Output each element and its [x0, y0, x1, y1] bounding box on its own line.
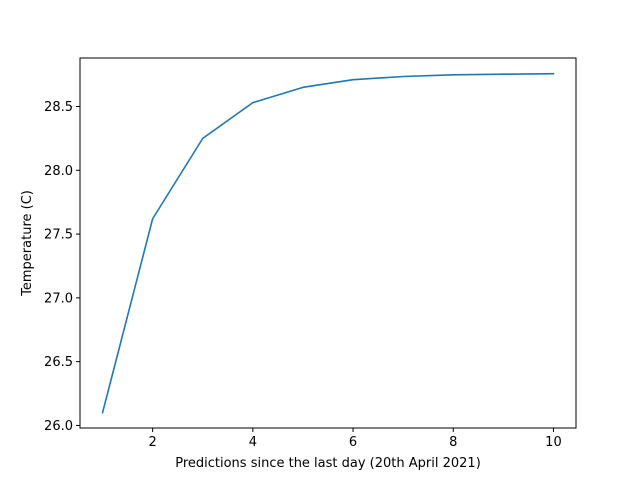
y-tick-label: 26.0 [44, 419, 73, 434]
axes-frame [79, 57, 577, 429]
series-line [101, 72, 555, 414]
y-axis-ticks: 26.0 26.5 27.0 27.5 28.0 28.5 [44, 100, 80, 434]
y-tick-label: 28.5 [44, 100, 73, 115]
x-axis-label: Predictions since the last day (20th Apr… [175, 456, 481, 471]
x-tick-label: 2 [149, 435, 157, 450]
y-axis-label: Temperature (C) [20, 190, 35, 297]
y-tick-label: 27.0 [44, 291, 73, 306]
y-tick-label: 27.5 [44, 228, 73, 243]
x-tick-label: 6 [349, 435, 357, 450]
x-tick-label: 8 [449, 435, 457, 450]
series-layer [101, 72, 555, 414]
x-tick-label: 4 [249, 435, 257, 450]
plot-area [79, 57, 577, 429]
y-tick-label: 28.0 [44, 164, 73, 179]
x-tick-label: 10 [545, 435, 562, 450]
x-axis-ticks: 2 4 6 8 10 [149, 428, 562, 450]
y-tick-label: 26.5 [44, 355, 73, 370]
